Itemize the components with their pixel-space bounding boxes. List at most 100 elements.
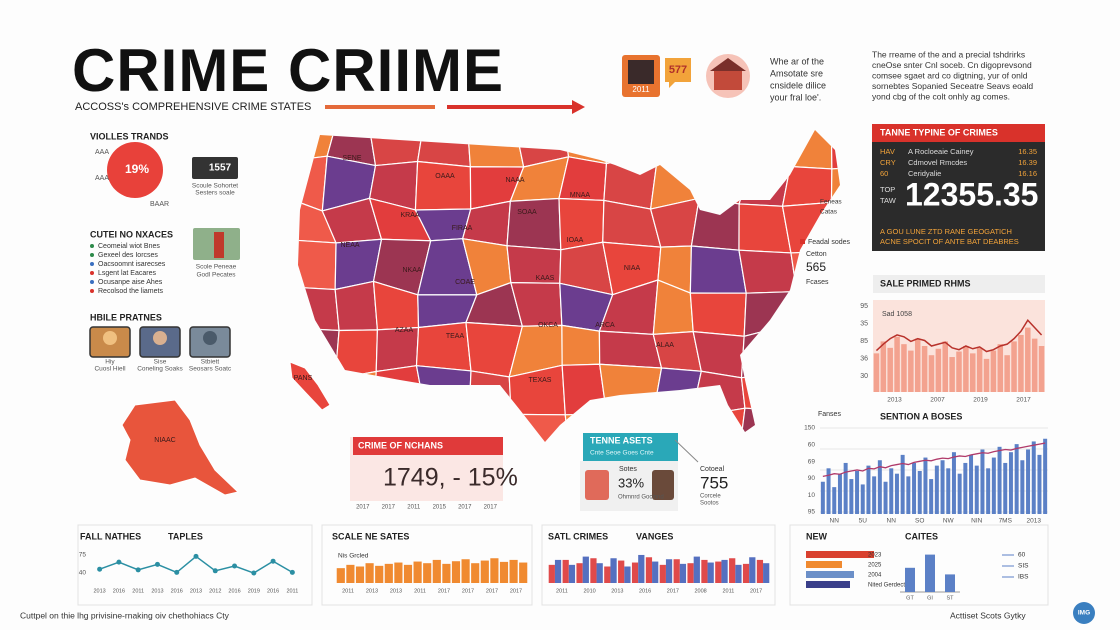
axis-label: 2010 [584,588,596,594]
bar [1031,338,1038,392]
stat-label: Sotes [619,466,637,473]
pie [107,142,163,198]
logo-text: IMG [1078,610,1090,617]
stat-caption: Corcele [700,494,721,500]
bar [894,473,899,514]
stat-caption: Scoule Sohortet [192,183,238,190]
bar [949,357,955,392]
bar [855,471,860,514]
bar [1043,438,1048,514]
state [830,130,840,170]
bar [925,554,935,592]
axis-label: 2011 [722,588,734,594]
axis-label: ST [946,595,954,601]
panel-header [353,437,503,455]
axis-label: 2013 [366,588,378,594]
bar [990,350,997,392]
type-code: 60 [880,169,888,178]
panel-footer: ACNE SPOCIT OF ANTE BAT DEABRES [880,237,1019,246]
bar [905,567,915,592]
bar [413,561,422,583]
axis-label: 75 [79,552,87,559]
axis-label: 2017 [1016,397,1031,404]
type-value: 16.39 [1018,158,1037,167]
bar [442,563,451,583]
photo-caption: Scole Peneae [196,264,237,271]
bar [806,571,854,578]
bar [707,562,714,583]
point [193,553,199,559]
bar [837,473,842,514]
bar [490,558,499,583]
axis-label: 35 [860,320,868,327]
arrow-head [572,100,585,114]
intro-text: cneOse snter Cnl soceb. Cn digoprevsond [872,60,1032,70]
bar-label: 2004 [868,573,882,579]
bar [889,468,894,514]
legend-item: IBS [1018,574,1029,581]
bullet [90,253,94,257]
axis-label: GI [927,595,933,601]
axis-label: 2016 [228,588,240,594]
map-label: IOAA [567,237,584,244]
bullet [90,271,94,275]
point [135,567,141,573]
state [689,245,747,294]
bar [701,559,708,583]
point [289,569,295,575]
bar [735,564,742,583]
bar-label: 2025 [868,563,882,569]
bar [1026,449,1031,514]
map-label: MNAA [570,192,591,199]
photo-caption: Cuosl Hiell [94,366,126,373]
bar [451,561,461,583]
section-title: HBILE PRATNES [90,312,162,322]
bar [679,563,687,583]
bar [940,460,945,514]
hawaii [289,361,331,411]
axis-label: 5U [859,518,868,525]
type-name: Ceridyalie [908,169,941,178]
bar [562,559,569,583]
bar [576,563,583,583]
bar [346,564,355,583]
state [830,164,840,209]
state [561,324,601,366]
stat-caption: Sesters soale [195,190,235,197]
bar [423,563,432,583]
chart-title: SENTION A BOSES [880,411,962,421]
point [232,563,238,569]
notice-item: Recolsod the liamets [98,288,163,295]
bullet [90,244,94,248]
bar [631,562,639,583]
state [375,326,420,373]
axis-label: 2013 [94,588,106,594]
bar [604,566,611,583]
house-roof [710,58,746,71]
stat-label: Cotoeal [700,466,725,473]
chart-title: CAITES [905,531,938,541]
axis-label: 2017 [438,588,450,594]
map-label: NAAA [505,177,524,184]
axis-label: 69 [808,458,816,465]
bar [610,558,617,583]
pie-note: AAA [95,175,109,182]
bar [963,346,969,392]
chart-legend: Sad 1058 [882,311,912,318]
bar [976,347,983,392]
type-value: 16.35 [1018,147,1037,156]
bar [900,454,905,514]
bar [384,563,393,583]
notice-item: Ocusanpe aise Ahes [98,279,163,286]
chart-note: Fanses [818,411,841,418]
map-note: Catas [820,209,838,216]
bar [873,353,880,392]
legend-item: 60 [1018,552,1026,559]
intro-text: The rreame of the and a precial tshdrirk… [872,49,1025,59]
axis-label: 90 [808,475,816,482]
bar [880,341,887,392]
badge: 577 [669,64,687,76]
bar [1004,355,1010,392]
line [875,319,1043,353]
accent-line [325,105,435,109]
